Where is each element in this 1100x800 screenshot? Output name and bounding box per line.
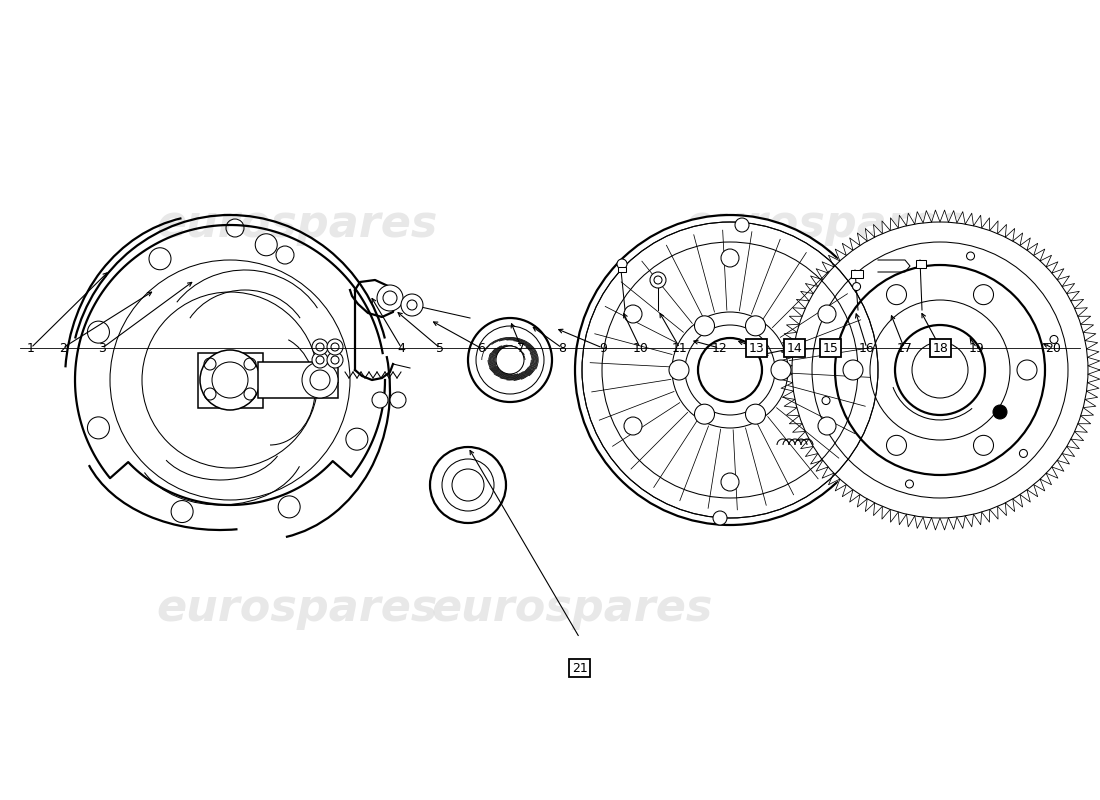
Text: 9: 9 bbox=[598, 342, 607, 354]
Circle shape bbox=[312, 352, 328, 368]
Circle shape bbox=[720, 249, 739, 267]
Text: 19: 19 bbox=[969, 342, 984, 354]
Circle shape bbox=[302, 362, 338, 398]
Circle shape bbox=[818, 417, 836, 435]
Text: 18: 18 bbox=[933, 342, 948, 354]
Text: eurospares: eurospares bbox=[156, 202, 438, 246]
Bar bbox=[916, 260, 926, 268]
Circle shape bbox=[327, 352, 343, 368]
Text: 12: 12 bbox=[712, 342, 727, 354]
Circle shape bbox=[377, 285, 403, 311]
Text: 11: 11 bbox=[672, 342, 688, 354]
Circle shape bbox=[617, 259, 627, 269]
Circle shape bbox=[993, 405, 1007, 419]
Circle shape bbox=[887, 435, 906, 455]
Circle shape bbox=[390, 392, 406, 408]
Circle shape bbox=[746, 316, 766, 336]
Circle shape bbox=[669, 360, 689, 380]
Text: 16: 16 bbox=[859, 342, 874, 354]
Circle shape bbox=[843, 360, 864, 380]
Circle shape bbox=[575, 215, 886, 525]
Circle shape bbox=[887, 285, 906, 305]
Circle shape bbox=[720, 473, 739, 491]
Bar bbox=[618, 267, 626, 272]
Text: 21: 21 bbox=[572, 662, 587, 674]
Text: 5: 5 bbox=[436, 342, 444, 354]
Text: 2: 2 bbox=[58, 342, 67, 354]
Text: 6: 6 bbox=[476, 342, 485, 354]
Polygon shape bbox=[780, 210, 1100, 530]
Circle shape bbox=[1020, 450, 1027, 458]
Bar bbox=[258, 362, 338, 398]
Circle shape bbox=[746, 404, 766, 424]
Circle shape bbox=[713, 511, 727, 525]
Circle shape bbox=[694, 404, 715, 424]
Circle shape bbox=[624, 305, 642, 323]
Text: 4: 4 bbox=[397, 342, 406, 354]
Circle shape bbox=[402, 294, 424, 316]
Circle shape bbox=[735, 218, 749, 232]
Circle shape bbox=[818, 305, 836, 323]
Circle shape bbox=[430, 447, 506, 523]
Text: eurospares: eurospares bbox=[156, 586, 438, 630]
Circle shape bbox=[852, 282, 860, 290]
Circle shape bbox=[1018, 360, 1037, 380]
Circle shape bbox=[974, 435, 993, 455]
Text: 17: 17 bbox=[896, 342, 912, 354]
Circle shape bbox=[974, 285, 993, 305]
Circle shape bbox=[905, 480, 913, 488]
Circle shape bbox=[1050, 335, 1058, 343]
Circle shape bbox=[468, 318, 552, 402]
Circle shape bbox=[327, 339, 343, 355]
Text: eurospares: eurospares bbox=[684, 202, 966, 246]
Text: 20: 20 bbox=[1045, 342, 1060, 354]
Circle shape bbox=[771, 360, 791, 380]
Circle shape bbox=[200, 350, 260, 410]
Circle shape bbox=[624, 417, 642, 435]
Circle shape bbox=[694, 316, 715, 336]
Text: eurospares: eurospares bbox=[431, 586, 713, 630]
Bar bbox=[851, 270, 864, 278]
Text: 10: 10 bbox=[632, 342, 648, 354]
Circle shape bbox=[372, 392, 388, 408]
Text: 7: 7 bbox=[517, 342, 526, 354]
Text: 14: 14 bbox=[786, 342, 802, 354]
Circle shape bbox=[650, 272, 666, 288]
Text: 8: 8 bbox=[558, 342, 566, 354]
Text: 1: 1 bbox=[26, 342, 35, 354]
Bar bbox=[198, 353, 263, 408]
Text: 15: 15 bbox=[823, 342, 838, 354]
Circle shape bbox=[698, 338, 762, 402]
Circle shape bbox=[312, 339, 328, 355]
Circle shape bbox=[967, 252, 975, 260]
Text: 13: 13 bbox=[749, 342, 764, 354]
Circle shape bbox=[496, 346, 524, 374]
Circle shape bbox=[822, 397, 830, 405]
Text: 3: 3 bbox=[98, 342, 107, 354]
